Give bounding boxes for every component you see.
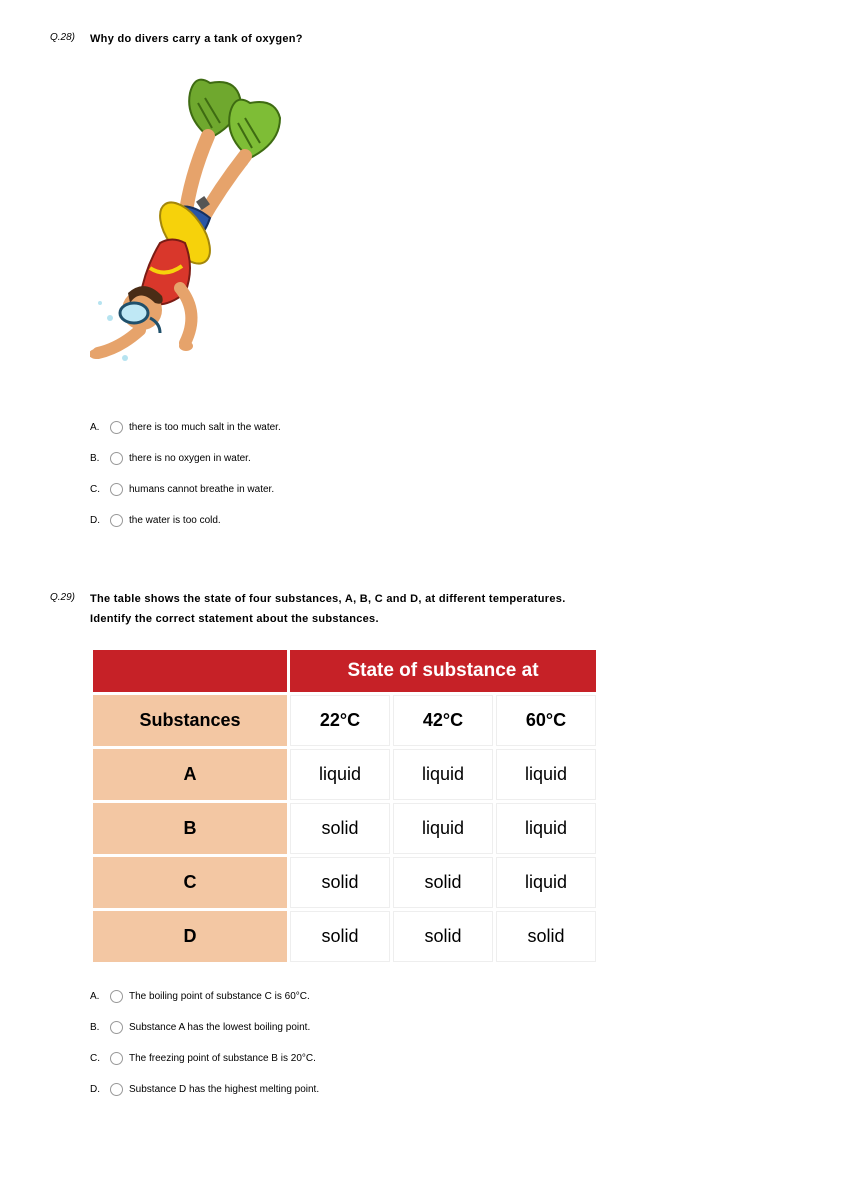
options-list: A. The boiling point of substance C is 6…	[90, 990, 798, 1096]
question-29: Q.29) The table shows the state of four …	[50, 590, 798, 1115]
row-label: A	[93, 749, 287, 800]
option-c[interactable]: C. humans cannot breathe in water.	[90, 483, 798, 496]
cell: liquid	[393, 749, 493, 800]
radio-icon[interactable]	[110, 452, 123, 465]
option-d[interactable]: D. the water is too cold.	[90, 514, 798, 527]
cell: solid	[496, 911, 596, 962]
cell: liquid	[496, 749, 596, 800]
option-letter: C.	[90, 484, 110, 495]
table-col-substances: Substances	[93, 695, 287, 746]
radio-icon[interactable]	[110, 514, 123, 527]
option-b[interactable]: B. Substance A has the lowest boiling po…	[90, 1021, 798, 1034]
table-col-temp: 60°C	[496, 695, 596, 746]
question-28: Q.28) Why do divers carry a tank of oxyg…	[50, 30, 798, 545]
option-a[interactable]: A. there is too much salt in the water.	[90, 421, 798, 434]
option-b[interactable]: B. there is no oxygen in water.	[90, 452, 798, 465]
option-text: there is no oxygen in water.	[129, 453, 251, 464]
question-text: The table shows the state of four substa…	[90, 590, 798, 630]
option-text: The boiling point of substance C is 60°C…	[129, 991, 310, 1002]
table-col-temp: 22°C	[290, 695, 390, 746]
table-row: B solid liquid liquid	[93, 803, 596, 854]
option-letter: A.	[90, 991, 110, 1002]
option-text: Substance D has the highest melting poin…	[129, 1084, 319, 1095]
table-row: D solid solid solid	[93, 911, 596, 962]
radio-icon[interactable]	[110, 483, 123, 496]
option-d[interactable]: D. Substance D has the highest melting p…	[90, 1083, 798, 1096]
cell: liquid	[496, 803, 596, 854]
scuba-diver-icon	[90, 68, 300, 388]
row-label: D	[93, 911, 287, 962]
radio-icon[interactable]	[110, 990, 123, 1003]
option-letter: B.	[90, 1022, 110, 1033]
cell: solid	[290, 857, 390, 908]
table-row: C solid solid liquid	[93, 857, 596, 908]
option-text: Substance A has the lowest boiling point…	[129, 1022, 310, 1033]
states-table: State of substance at Substances 22°C 42…	[90, 647, 599, 965]
option-letter: D.	[90, 515, 110, 526]
diver-illustration	[90, 68, 798, 391]
option-text: The freezing point of substance B is 20°…	[129, 1053, 316, 1064]
question-text-line1: The table shows the state of four substa…	[90, 593, 566, 605]
cell: solid	[393, 857, 493, 908]
cell: solid	[393, 911, 493, 962]
table-row: A liquid liquid liquid	[93, 749, 596, 800]
option-a[interactable]: A. The boiling point of substance C is 6…	[90, 990, 798, 1003]
option-text: there is too much salt in the water.	[129, 422, 281, 433]
option-letter: D.	[90, 1084, 110, 1095]
radio-icon[interactable]	[110, 1083, 123, 1096]
radio-icon[interactable]	[110, 1052, 123, 1065]
cell: liquid	[290, 749, 390, 800]
cell: liquid	[496, 857, 596, 908]
option-letter: A.	[90, 422, 110, 433]
table-header-blank	[93, 650, 287, 692]
radio-icon[interactable]	[110, 421, 123, 434]
option-c[interactable]: C. The freezing point of substance B is …	[90, 1052, 798, 1065]
options-list: A. there is too much salt in the water. …	[90, 421, 798, 527]
question-number: Q.29)	[50, 590, 90, 603]
question-number: Q.28)	[50, 30, 90, 43]
radio-icon[interactable]	[110, 1021, 123, 1034]
option-letter: C.	[90, 1053, 110, 1064]
table-col-temp: 42°C	[393, 695, 493, 746]
question-text: Why do divers carry a tank of oxygen?	[90, 30, 798, 50]
option-letter: B.	[90, 453, 110, 464]
row-label: B	[93, 803, 287, 854]
cell: liquid	[393, 803, 493, 854]
row-label: C	[93, 857, 287, 908]
option-text: the water is too cold.	[129, 515, 221, 526]
cell: solid	[290, 911, 390, 962]
table-header-span: State of substance at	[290, 650, 596, 692]
cell: solid	[290, 803, 390, 854]
option-text: humans cannot breathe in water.	[129, 484, 274, 495]
question-text-line2: Identify the correct statement about the…	[90, 613, 379, 625]
